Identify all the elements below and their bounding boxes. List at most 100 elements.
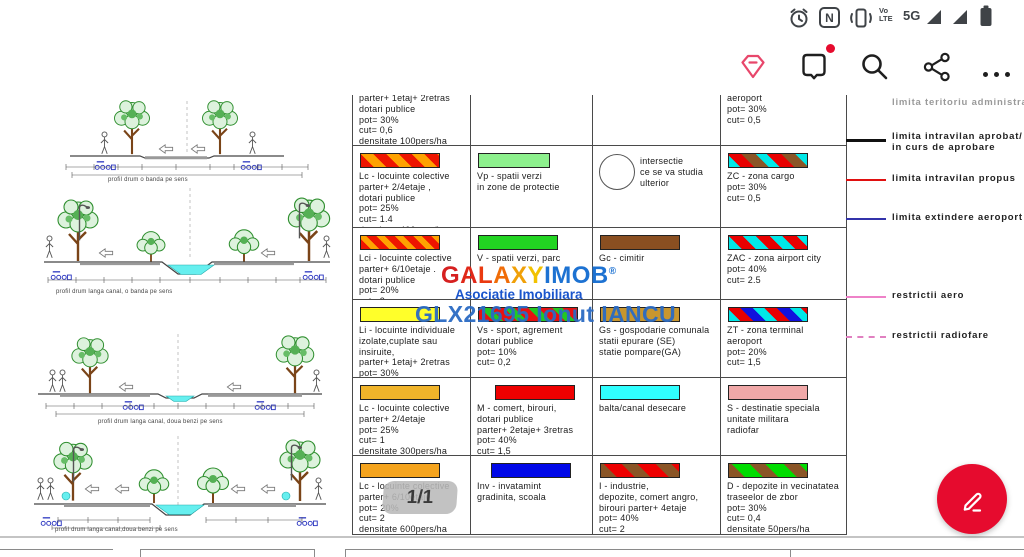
- zone-swatch: [360, 463, 440, 478]
- legend-line-sample: [846, 139, 886, 142]
- galaxyimob-subtitle: Asociatie Imobiliara: [455, 287, 583, 302]
- zone-swatch: [728, 385, 808, 400]
- zone-swatch: [728, 235, 808, 250]
- battery-icon: [980, 5, 992, 26]
- zone-swatch: [728, 153, 808, 168]
- registered-mark: ®: [608, 266, 617, 277]
- road-profile-diagram-4: [34, 436, 326, 530]
- legend-item-label: limita intravilan propus: [892, 173, 1016, 184]
- edit-fab-button[interactable]: [937, 464, 1007, 534]
- legend-line-sample: [846, 179, 886, 181]
- table-cell: M - comert, birouri, dotari publice part…: [471, 378, 593, 456]
- next-page-line: [0, 549, 113, 550]
- table-cell: Li - locuinte individuale izolate,cuplat…: [353, 300, 471, 378]
- brand-letter: X: [511, 262, 528, 289]
- brand-letter: B: [590, 262, 609, 289]
- diagram-1-label: profil drum o banda pe sens: [108, 177, 188, 183]
- next-page-line: [140, 549, 314, 550]
- zone-swatch: [478, 235, 558, 250]
- zone-description: Lc - locuinte colective parter+ 2/4etaje…: [359, 171, 450, 227]
- diagram-3-label: profil drum langa canal, doua benzi pe s…: [98, 419, 223, 425]
- zone-description: Gs - gospodarie comunala statii epurare …: [599, 325, 710, 357]
- reading-list-icon[interactable]: [797, 49, 831, 83]
- zone-swatch: [600, 385, 680, 400]
- brand-letter: M: [551, 262, 572, 289]
- gem-minus-icon[interactable]: [737, 50, 769, 82]
- zone-swatch: [360, 307, 440, 322]
- table-cell: Gs - gospodarie comunala statii epurare …: [593, 300, 721, 378]
- volte-line2: LTE: [879, 13, 893, 23]
- zone-description: S - destinatie speciala unitate militara…: [727, 403, 820, 435]
- signal-strength-icon: [927, 10, 941, 24]
- search-icon[interactable]: [858, 50, 892, 84]
- zone-description: M - comert, birouri, dotari publice part…: [477, 403, 574, 456]
- table-cell: ZT - zona terminal aeroport pot= 20% cut…: [721, 300, 847, 378]
- zone-description: parter+ 1etaj+ 2retras dotari publice po…: [359, 95, 450, 146]
- road-profile-diagram-2: [44, 188, 331, 283]
- zone-description: I - industrie, depozite, comert angro, b…: [599, 481, 699, 535]
- legend-item-label: restrictii radiofare: [892, 330, 989, 341]
- zone-description: D - depozite in vecinatatea traseelor de…: [727, 481, 839, 535]
- brand-letter: I: [544, 262, 552, 289]
- zone-swatch: [478, 307, 578, 322]
- pencil-icon: [963, 492, 982, 512]
- table-cell: I - industrie, depozite, comert angro, b…: [593, 456, 721, 535]
- legend-item-label: limita intravilan aprobat/ in curs de ap…: [892, 131, 1023, 153]
- diagram-2-label: profil drum langa canal, o banda pe sens: [56, 289, 173, 295]
- table-cell: [593, 95, 721, 146]
- zone-description: ZC - zona cargo pot= 30% cut= 0,5: [727, 171, 795, 203]
- share-icon[interactable]: [921, 51, 953, 83]
- table-cell: V - spatii verzi, parc: [471, 228, 593, 300]
- zone-description: Vs - sport, agrement dotari publice pot=…: [477, 325, 563, 368]
- table-cell: Lc - locuinte colective parter+ 2/4etaje…: [353, 378, 471, 456]
- table-cell: intersectie ce se va studia ulterior: [593, 146, 721, 228]
- brand-letter: L: [478, 262, 494, 289]
- diagram-4-label: profil drum langa canal,doua benzi pe se…: [55, 527, 178, 533]
- legend-line-sample: [846, 336, 886, 338]
- zone-swatch: [495, 385, 575, 400]
- legend-item-label: limita extindere aeroport: [892, 212, 1023, 223]
- table-cell: ZC - zona cargo pot= 30% cut= 0,5: [721, 146, 847, 228]
- zone-description: Lci - locuinte colective parter+ 6/10eta…: [359, 253, 452, 299]
- zone-description: balta/canal desecare: [599, 403, 687, 413]
- page-separator-line: [0, 536, 1024, 538]
- legend-line-sample: [846, 296, 886, 298]
- zone-swatch: [360, 153, 440, 168]
- next-page-line: [314, 549, 315, 557]
- more-options-icon[interactable]: [977, 64, 1010, 82]
- nfc-icon: N: [819, 7, 840, 28]
- table-cell: [471, 95, 593, 146]
- zone-swatch: [360, 235, 440, 250]
- zone-description: Gc - cimitir: [599, 253, 645, 263]
- brand-letter: Y: [527, 262, 545, 289]
- table-cell: Lc - locuinte colective parter+ 2/4etaje…: [353, 146, 471, 228]
- notification-dot: [826, 44, 835, 53]
- brand-letter: G: [441, 262, 461, 289]
- zone-description: V - spatii verzi, parc: [477, 253, 561, 263]
- galaxyimob-watermark: GALAXYIMOB®: [441, 262, 617, 290]
- alarm-clock-icon: [790, 8, 808, 28]
- zone-description: ZAC - zona airport city pot= 40% cut= 2.…: [727, 253, 822, 285]
- table-cell: Vp - spatii verzi in zone de protectie: [471, 146, 593, 228]
- zone-swatch: [478, 153, 550, 168]
- zone-swatch: [600, 463, 680, 478]
- table-cell: S - destinatie speciala unitate militara…: [721, 378, 847, 456]
- zone-swatch: [600, 307, 680, 322]
- legend-item-label: limita teritoriu administrativ: [892, 97, 1024, 108]
- zone-swatch: [728, 307, 808, 322]
- zoning-legend-table: parter+ 1etaj+ 2retras dotari publice po…: [352, 95, 847, 535]
- next-page-line: [790, 549, 791, 557]
- table-cell: ZAC - zona airport city pot= 40% cut= 2.…: [721, 228, 847, 300]
- volte-line1: Vo: [879, 6, 889, 15]
- zone-description: Li - locuinte individuale izolate,cuplat…: [359, 325, 456, 378]
- road-profile-diagram-3: [38, 334, 322, 417]
- brand-letter: O: [571, 262, 591, 289]
- agent-id-watermark: GLX21695 Ionut IANCU: [415, 301, 677, 327]
- legend-line-sample: [846, 218, 886, 220]
- zone-swatch: [360, 385, 440, 400]
- nfc-letter: N: [825, 10, 834, 25]
- volte-indicator: Vo LTE: [879, 7, 893, 22]
- table-cell: aeroport pot= 30% cut= 0,5: [721, 95, 847, 146]
- zone-description: Vp - spatii verzi in zone de protectie: [477, 171, 560, 192]
